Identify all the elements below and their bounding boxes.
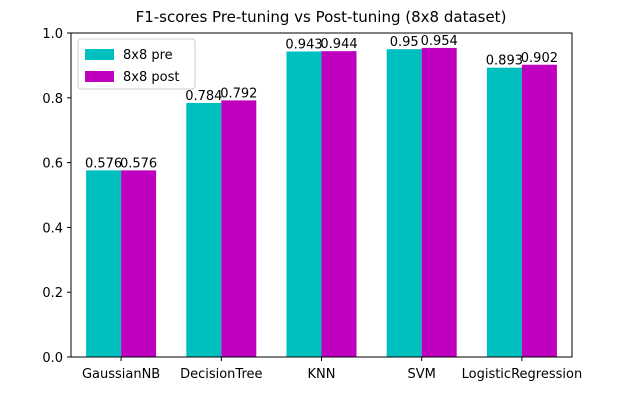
legend-label: 8x8 pre [123,48,173,63]
bar-8x8-post-LogisticRegression [521,64,557,357]
bar-8x8-pre-DecisionTree [186,102,222,357]
legend-label: 8x8 post [123,70,179,85]
y-tick-label: 0.8 [42,92,63,107]
chart-title: F1-scores Pre-tuning vs Post-tuning (8x8… [136,8,507,26]
bar-8x8-post-KNN [321,51,357,357]
bar-8x8-post-DecisionTree [221,100,257,357]
y-tick-label: 0.4 [42,221,63,236]
legend: 8x8 pre 8x8 post [77,38,196,90]
bar-8x8-pre-SVM [386,49,422,357]
x-tick-label: LogisticRegression [462,367,583,382]
y-tick-label: 0.6 [42,157,63,172]
y-tick-label: 1.0 [42,27,63,42]
bar-8x8-pre-LogisticRegression [486,67,522,357]
data-label: 0.576 [85,156,122,171]
data-label: 0.954 [421,34,458,49]
data-label: 0.95 [390,35,419,50]
bars-layer [86,47,557,358]
y-tick-label: 0.0 [42,351,63,366]
data-label: 0.902 [521,51,558,66]
data-label: 0.784 [185,89,222,104]
bar-8x8-post-SVM [421,47,457,358]
data-label: 0.893 [486,54,523,69]
bar-8x8-post-GaussianNB [121,170,157,357]
y-tick-label: 0.2 [42,286,63,301]
bar-8x8-pre-GaussianNB [86,170,122,357]
data-label: 0.944 [320,37,357,52]
data-label: 0.576 [120,156,157,171]
legend-swatch [85,49,114,60]
data-label: 0.943 [285,37,322,52]
axes-layer: 0.0 0.2 0.4 0.6 0.8 1.0 GaussianNB DecisionTree… [42,27,582,382]
x-tick-label: KNN [308,367,336,382]
legend-swatch [85,71,114,82]
x-tick-label: SVM [408,367,436,382]
x-tick-label: GaussianNB [82,367,160,382]
bar-8x8-pre-KNN [286,51,322,358]
x-tick-label: DecisionTree [180,367,262,382]
data-label: 0.792 [220,86,257,101]
